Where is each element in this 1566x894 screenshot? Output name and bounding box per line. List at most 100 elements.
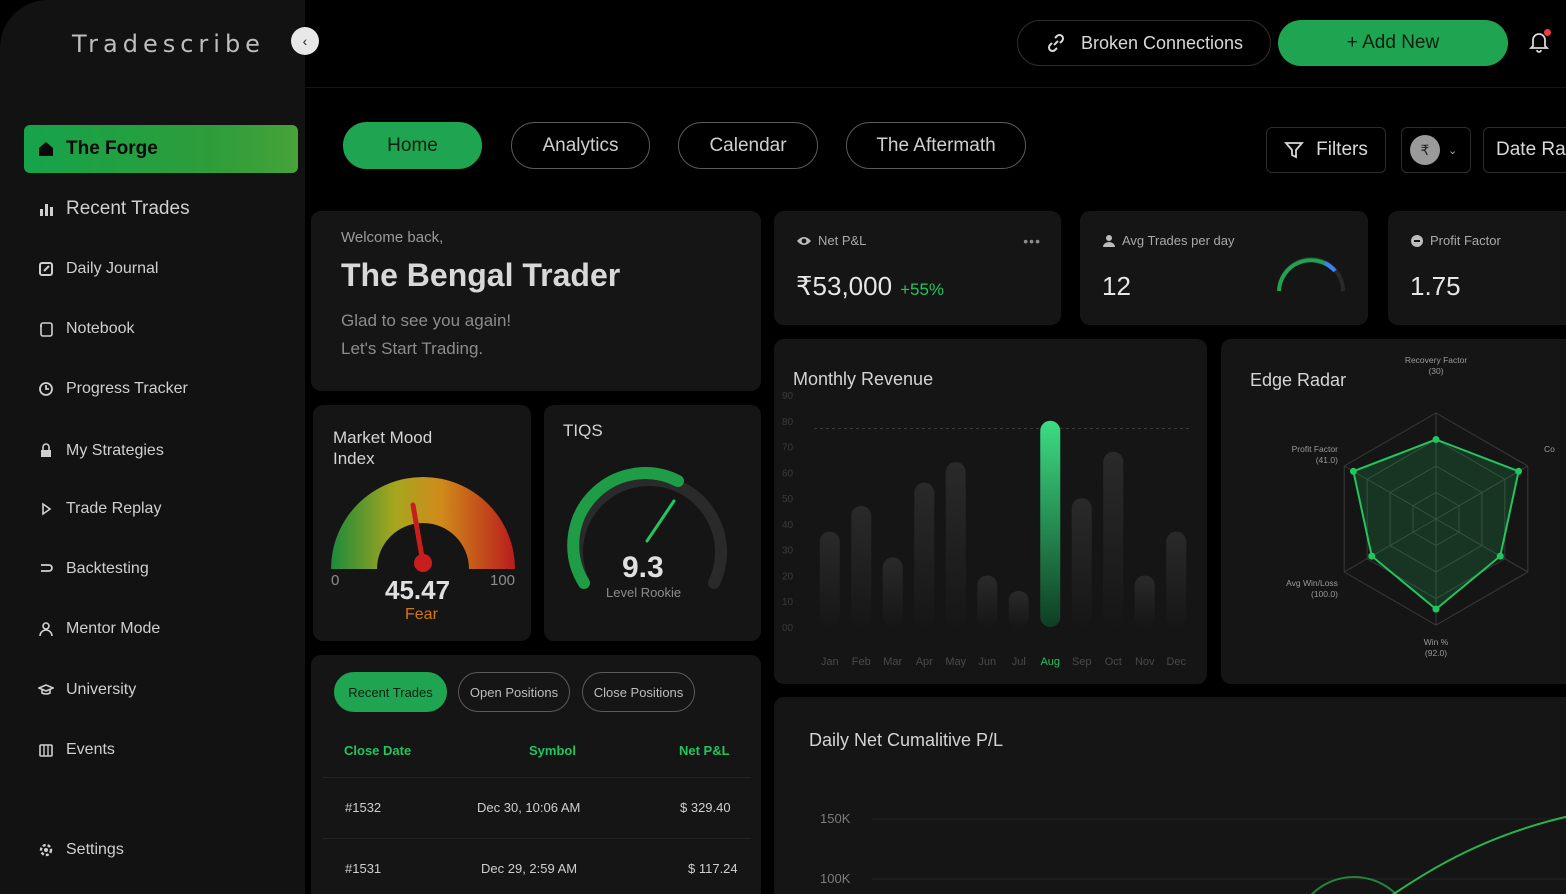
monthly-revenue-card: Monthly Revenue 00 10 20 30 40 50 60 70 80 90 Jan F… — [774, 339, 1207, 684]
sidebar-item-my-strategies[interactable]: My Strategies — [24, 427, 298, 475]
radar-point[interactable] — [1368, 552, 1376, 560]
radar-point[interactable] — [1432, 605, 1440, 613]
daily-pnl-title: Daily Net Cumalitive P/L — [809, 730, 1004, 750]
bar-nov[interactable] — [1134, 575, 1155, 627]
sidebar-collapse-button[interactable]: ‹ — [291, 27, 319, 55]
market-mood-card: Market Mood Index 0 100 45.47 Fear — [313, 405, 531, 641]
graduation-icon — [36, 680, 56, 700]
net-pnl-value: ₹53,000 — [796, 271, 893, 301]
daily-pnl-chart — [872, 815, 1566, 894]
tab-calendar[interactable]: Calendar — [678, 122, 818, 169]
bar-mar[interactable] — [882, 557, 903, 627]
tab-the-aftermath[interactable]: The Aftermath — [846, 122, 1026, 169]
x-tick-label: Oct — [1105, 656, 1122, 668]
market-mood-title-line-1: Market Mood — [333, 428, 433, 447]
radar-data-polygon — [1352, 438, 1520, 611]
trade-date: Dec 30, 10:06 AM — [477, 800, 581, 815]
welcome-card: Welcome back, The Bengal Trader Glad to … — [311, 211, 761, 391]
sidebar-item-daily-journal[interactable]: Daily Journal — [24, 245, 298, 293]
tiqs-value: 9.3 — [622, 551, 664, 584]
tab-open-positions[interactable]: Open Positions — [458, 672, 570, 712]
bar-jun[interactable] — [977, 575, 998, 627]
y-tick-label: 60 — [782, 468, 794, 479]
header-symbol[interactable]: Symbol — [529, 743, 576, 758]
header-net-pnl[interactable]: Net P&L — [679, 743, 730, 758]
bar-jan[interactable] — [819, 531, 840, 627]
radar-axis-value: (30) — [1428, 366, 1443, 376]
filters-button[interactable]: Filters — [1266, 127, 1386, 173]
trade-id: #1532 — [345, 800, 382, 815]
tab-close-positions[interactable]: Close Positions — [582, 672, 695, 712]
radar-point[interactable] — [1432, 436, 1440, 443]
sidebar-item-mentor-mode[interactable]: Mentor Mode — [24, 605, 298, 653]
bar-oct[interactable] — [1103, 451, 1124, 627]
broken-connections-button[interactable]: Broken Connections — [1017, 20, 1271, 66]
bar-feb[interactable] — [851, 505, 872, 627]
radar-point[interactable] — [1349, 467, 1357, 475]
info-circle-icon — [1411, 234, 1423, 247]
sidebar-item-label: Daily Journal — [66, 260, 159, 277]
radar-axis-line — [1343, 518, 1437, 573]
radar-axis-line — [1435, 465, 1529, 520]
more-options-icon[interactable]: ••• — [1023, 233, 1041, 249]
table-row[interactable]: #1531 Dec 29, 2:59 AM $ 117.24 — [323, 838, 751, 894]
bar-aug[interactable] — [1040, 420, 1061, 627]
avg-trades-label: Avg Trades per day — [1122, 233, 1235, 248]
sidebar-item-settings[interactable]: Settings — [24, 826, 298, 874]
radar-point[interactable] — [1515, 467, 1523, 475]
sidebar-item-recent-trades[interactable]: Recent Trades — [24, 185, 298, 233]
tab-recent-trades[interactable]: Recent Trades — [334, 672, 447, 712]
bar-chart-icon — [36, 199, 56, 219]
radar-axis-label: Avg Win/Loss — [1286, 578, 1338, 588]
notification-button[interactable] — [1528, 29, 1551, 59]
x-tick-label: Jul — [1012, 656, 1026, 668]
bar-jul[interactable] — [1008, 590, 1029, 627]
bar-sep[interactable] — [1071, 498, 1092, 627]
edge-radar-chart: Recovery Factor(30) Co Win %(92.0) Avg Win/… — [1286, 355, 1555, 658]
tiqs-gauge — [567, 467, 727, 589]
monthly-revenue-chart: 00 10 20 30 40 50 60 70 80 90 Jan Feb Mar Apr May Jun Ju… — [782, 391, 1192, 668]
sidebar-item-label: Backtesting — [66, 560, 149, 577]
radar-point[interactable] — [1496, 552, 1504, 560]
currency-select[interactable]: ₹ ⌄ — [1401, 127, 1471, 173]
sidebar-item-notebook[interactable]: Notebook — [24, 305, 298, 353]
table-row[interactable]: #1532 Dec 30, 10:06 AM $ 329.40 — [323, 777, 751, 837]
x-tick-label: Aug — [1040, 656, 1060, 668]
backtest-icon — [36, 559, 56, 579]
brand-logo: Tradescribe — [72, 30, 265, 58]
add-new-label: + Add New — [1346, 32, 1440, 53]
strategy-icon — [36, 441, 56, 461]
avg-trades-card: Avg Trades per day 12 — [1080, 211, 1368, 325]
sidebar-item-trade-replay[interactable]: Trade Replay — [24, 485, 298, 533]
mood-max-label: 100 — [490, 572, 516, 589]
date-range-button[interactable]: Date Ra — [1483, 127, 1566, 173]
chevron-down-icon: ⌄ — [1448, 144, 1458, 157]
sidebar-item-the-forge[interactable]: The Forge — [24, 125, 298, 173]
sidebar-item-backtesting[interactable]: Backtesting — [24, 545, 298, 593]
gear-icon — [36, 840, 56, 860]
header-close-date[interactable]: Close Date — [344, 743, 412, 758]
sidebar-item-label: Settings — [66, 841, 124, 858]
profit-factor-label: Profit Factor — [1430, 233, 1501, 248]
market-mood-gauge — [331, 477, 515, 572]
notebook-icon — [36, 319, 56, 339]
sidebar-item-university[interactable]: University — [24, 666, 298, 714]
filters-label: Filters — [1316, 139, 1368, 160]
mood-min-label: 0 — [331, 572, 340, 589]
mentor-icon — [36, 619, 56, 639]
trade-date: Dec 29, 2:59 AM — [481, 861, 578, 876]
user-icon — [1103, 234, 1115, 247]
market-mood-title: Market Mood Index — [333, 427, 432, 469]
bar-may[interactable] — [945, 462, 966, 627]
sidebar-item-label: Events — [66, 741, 115, 758]
sidebar-item-events[interactable]: Events — [24, 726, 298, 774]
sidebar-item-label: Recent Trades — [66, 198, 190, 219]
tab-home[interactable]: Home — [343, 122, 482, 169]
radar-axis-label: Recovery Factor — [1405, 355, 1468, 365]
bar-dec[interactable] — [1166, 531, 1187, 627]
tab-analytics[interactable]: Analytics — [511, 122, 650, 169]
sidebar-item-progress-tracker[interactable]: Progress Tracker — [24, 365, 298, 413]
bar-apr[interactable] — [914, 482, 935, 627]
add-new-button[interactable]: + Add New — [1278, 20, 1508, 66]
radar-axis-line — [1435, 518, 1529, 573]
